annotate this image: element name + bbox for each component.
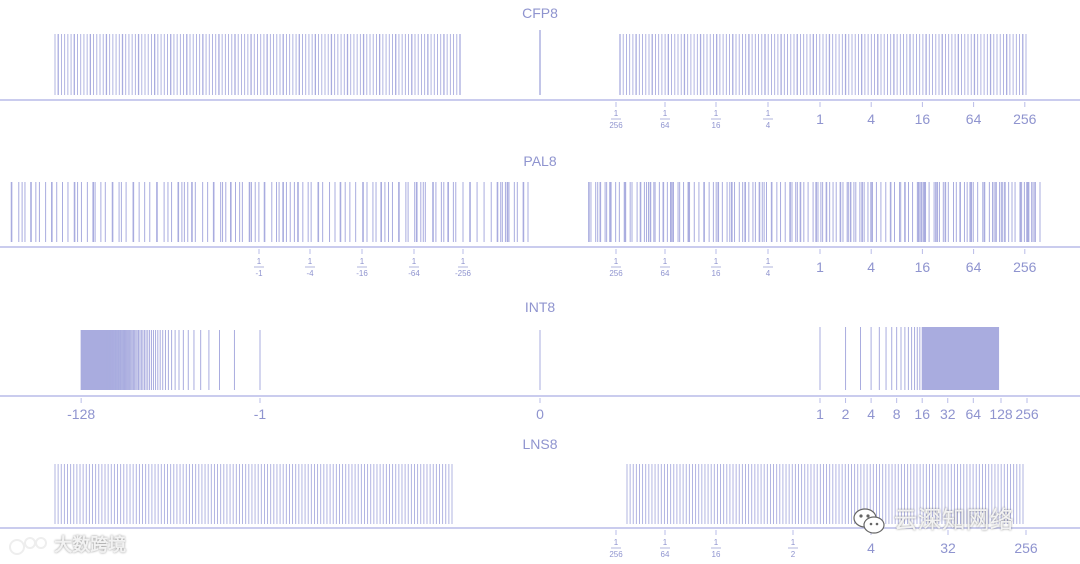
tick-label: 256 (609, 269, 623, 278)
tick-label: 1 (791, 538, 796, 547)
tick-label: 1 (816, 259, 824, 275)
tick-label: -128 (67, 406, 95, 422)
tick-label: 256 (609, 550, 623, 559)
tick-label: 1 (412, 257, 417, 266)
tick-label: 1 (714, 538, 719, 547)
tick-label: 256 (1013, 259, 1037, 275)
tick-label: 1 (714, 257, 719, 266)
tick-label: 1 (663, 109, 668, 118)
tick-label: 64 (661, 550, 670, 559)
watermark-left-text: 大数跨境 (54, 535, 127, 556)
tick-label: 1 (663, 257, 668, 266)
tick-label: 64 (966, 259, 982, 275)
logo-icon (9, 537, 47, 555)
tick-label: -1 (255, 269, 263, 278)
tick-label: 16 (915, 111, 931, 127)
tick-label: 64 (661, 269, 670, 278)
tick-label: 1 (614, 109, 619, 118)
tick-label: 256 (1015, 406, 1039, 422)
tick-label: 64 (966, 111, 982, 127)
panel-title: PAL8 (523, 153, 556, 169)
tick-label: -1 (254, 406, 267, 422)
tick-label: 16 (712, 269, 721, 278)
tick-label: 4 (867, 259, 875, 275)
tick-label: 16 (712, 121, 721, 130)
tick-label: 2 (842, 406, 850, 422)
tick-label: 2 (791, 550, 796, 559)
tick-label: 16 (914, 406, 930, 422)
tick-label: 1 (663, 538, 668, 547)
tick-label: 1 (816, 406, 824, 422)
panel-title: INT8 (525, 299, 556, 315)
watermark-right-text: 云深知网络 (893, 506, 1014, 534)
tick-label: 64 (661, 121, 670, 130)
tick-label: -4 (306, 269, 314, 278)
tick-label: 256 (1013, 111, 1037, 127)
wechat-icon (853, 508, 885, 534)
tick-label: 4 (766, 121, 771, 130)
tick-label: 1 (714, 109, 719, 118)
tick-label: 1 (766, 257, 771, 266)
tick-label: 32 (940, 406, 956, 422)
tick-label: 1 (614, 257, 619, 266)
tick-label: 256 (1014, 540, 1038, 556)
tick-label: 0 (536, 406, 544, 422)
tick-label: 4 (867, 406, 875, 422)
tick-label: 32 (940, 540, 956, 556)
panel-title: LNS8 (522, 436, 557, 452)
tick-label: 1 (308, 257, 313, 266)
tick-label: 256 (609, 121, 623, 130)
tick-label: 1 (360, 257, 365, 266)
dense-block (81, 330, 107, 390)
tick-label: -256 (455, 269, 472, 278)
tick-label: 8 (893, 406, 901, 422)
tick-label: 1 (257, 257, 262, 266)
tick-label: 4 (766, 269, 771, 278)
tick-label: 1 (461, 257, 466, 266)
tick-label: 64 (966, 406, 982, 422)
watermark-right: 云深知网络 (852, 500, 1014, 535)
tick-label: 4 (867, 540, 875, 556)
tick-label: -64 (408, 269, 420, 278)
dense-block (922, 327, 999, 390)
tick-label: 1 (614, 538, 619, 547)
tick-label: 16 (915, 259, 931, 275)
tick-label: 16 (712, 550, 721, 559)
tick-label: 4 (867, 111, 875, 127)
panel-title: CFP8 (522, 5, 558, 21)
tick-label: -16 (356, 269, 368, 278)
tick-label: 1 (816, 111, 824, 127)
tick-label: 128 (989, 406, 1013, 422)
tick-label: 1 (766, 109, 771, 118)
watermark-left: 大数跨境 (8, 531, 126, 557)
